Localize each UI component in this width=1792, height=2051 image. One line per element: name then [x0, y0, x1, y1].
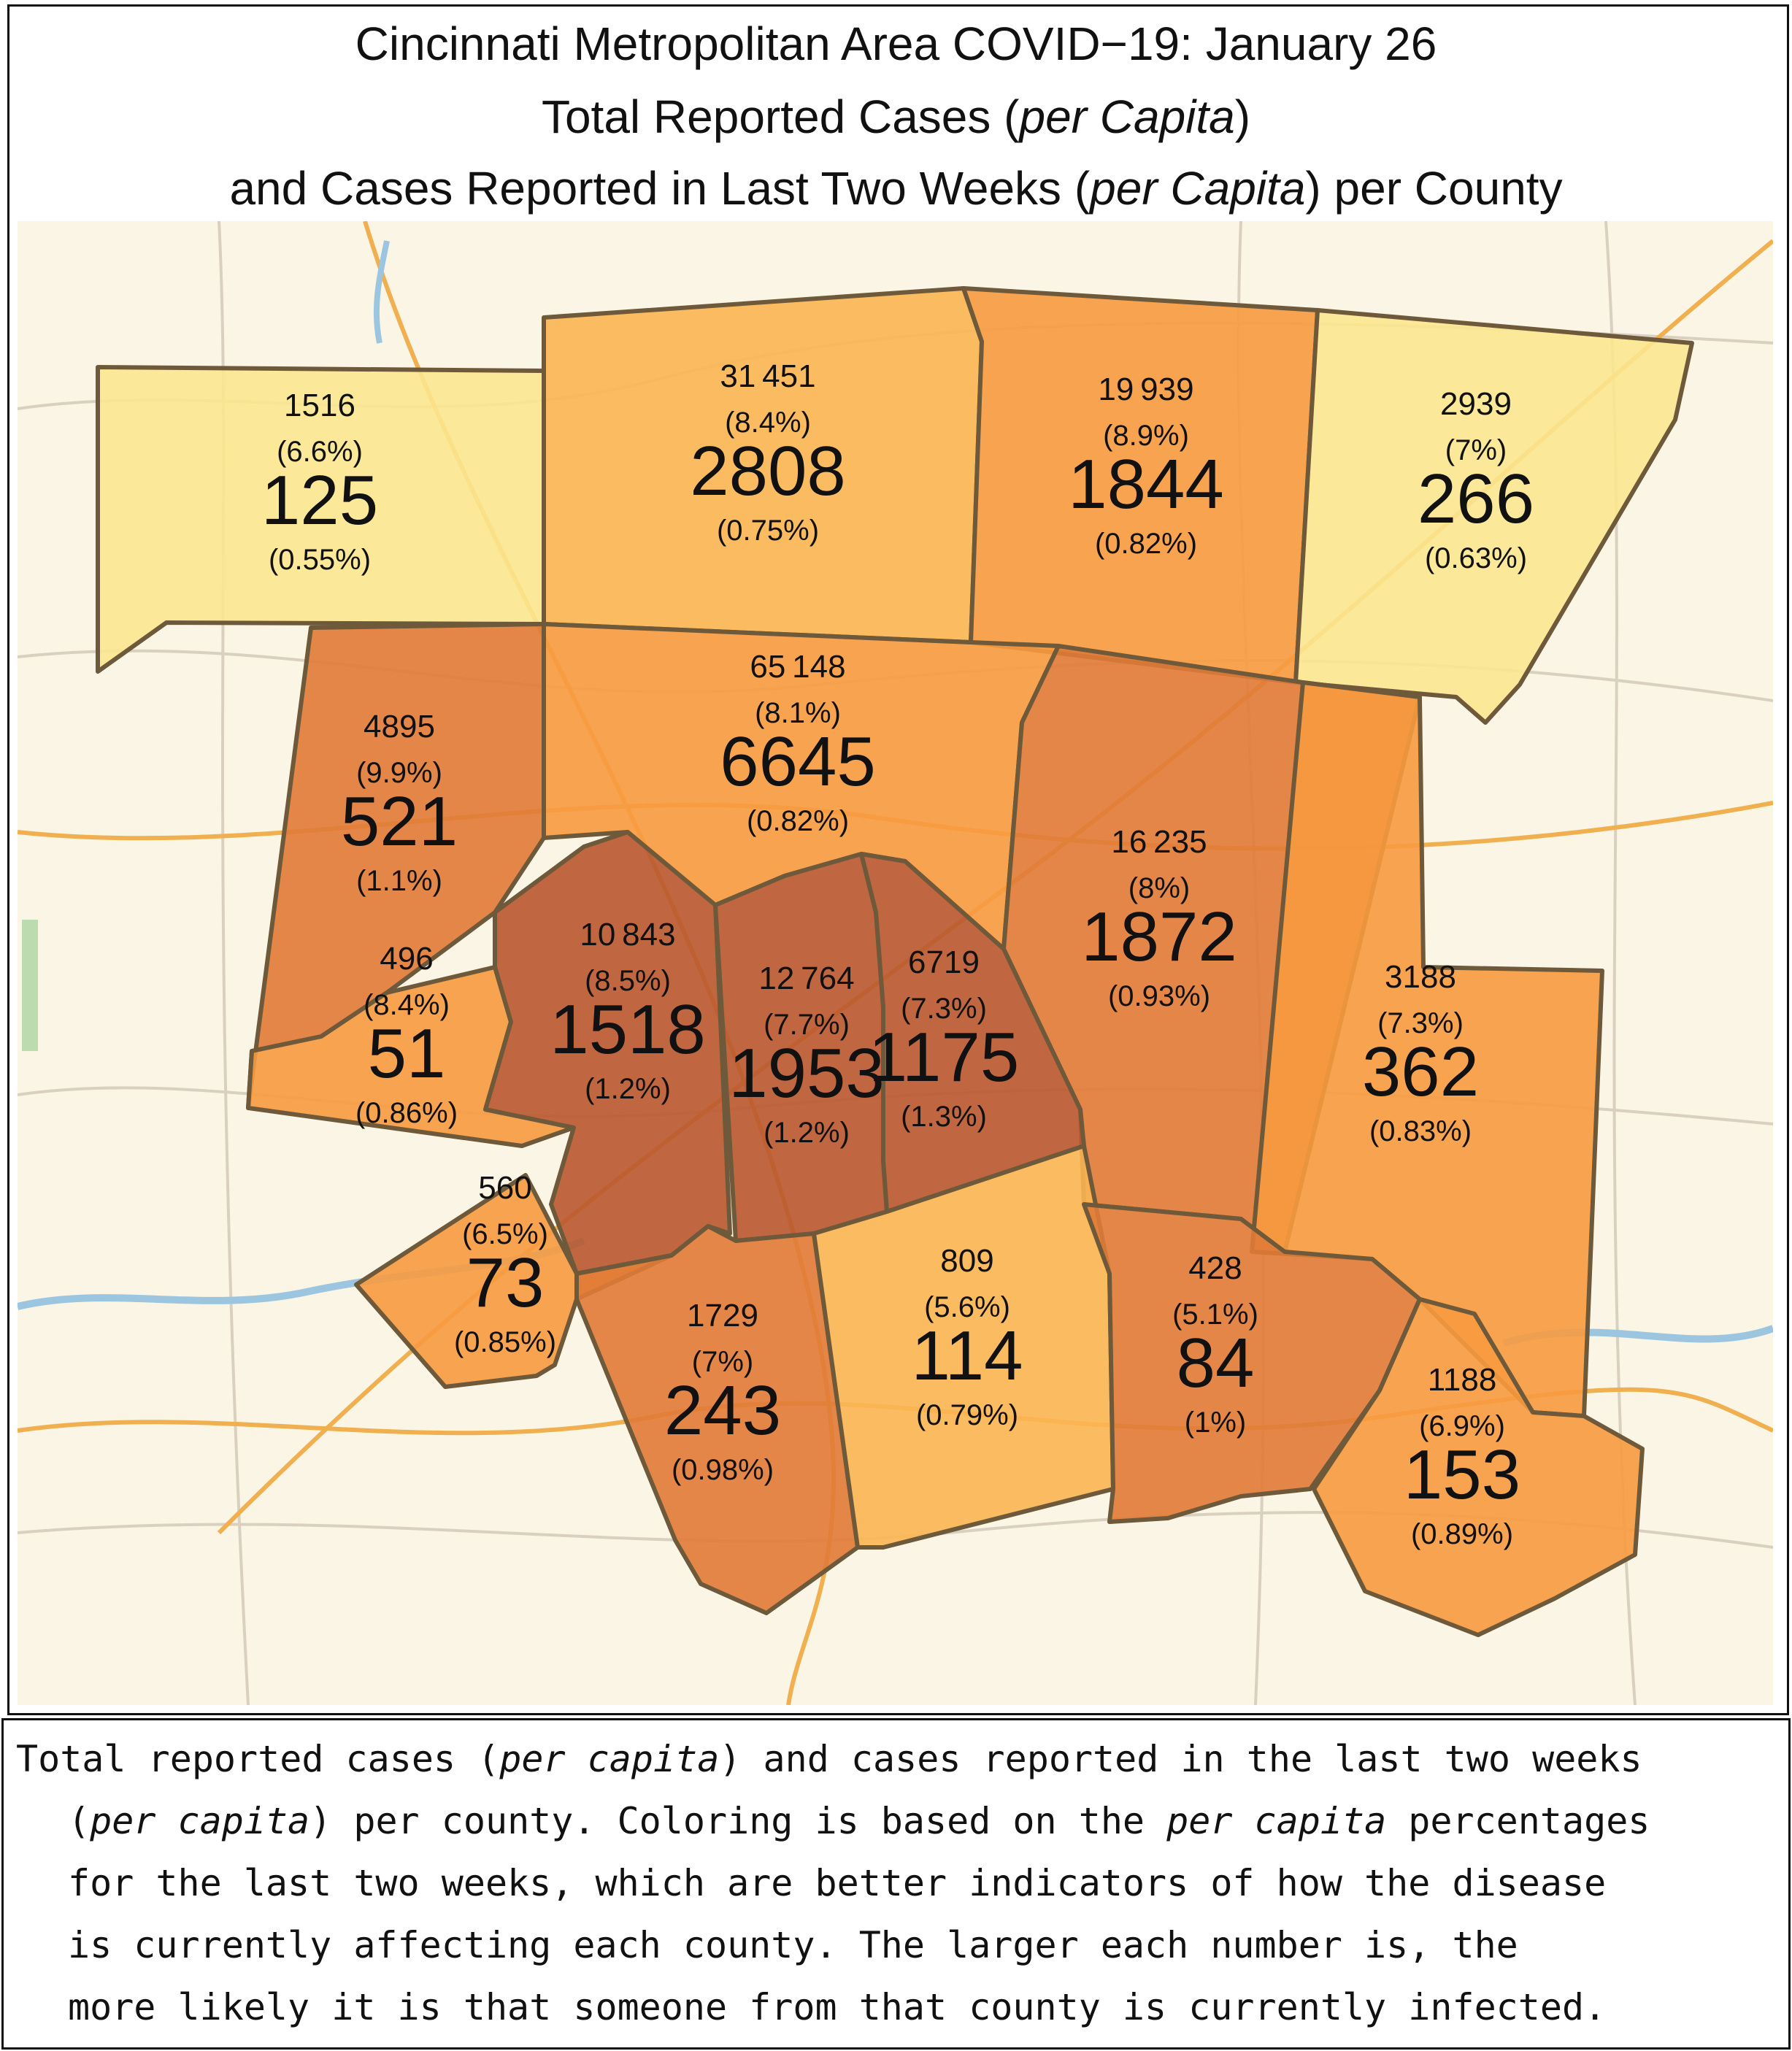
county-region[interactable]: [1082, 1202, 1422, 1524]
county-total-cases: 12 764: [758, 961, 854, 996]
county-total-cases: 6719: [908, 944, 980, 980]
county-total-pct: (7%): [1445, 434, 1507, 466]
county-total-cases: 1516: [284, 388, 355, 423]
county-total-pct: (9.9%): [356, 757, 442, 789]
county-label-group: 12 764 (7.7%)1953 (1.2%): [728, 961, 885, 1149]
county-recent-pct: (0.85%): [454, 1326, 556, 1358]
county-region[interactable]: [96, 365, 546, 674]
county-recent-cases: 51: [368, 1015, 446, 1093]
county-total-pct: (7.3%): [901, 993, 987, 1025]
county-label-group: 1188 (6.9%)153 (0.89%): [1404, 1362, 1520, 1550]
county-total-pct: (8.4%): [364, 989, 450, 1021]
county-recent-pct: (1.2%): [585, 1073, 671, 1105]
county-label-group: 496 (8.4%)51 (0.86%): [355, 941, 458, 1129]
caption-box: Total reported cases (per capita) and ca…: [1, 1718, 1791, 2050]
county-recent-pct: (0.89%): [1411, 1518, 1513, 1550]
county-label-group: 65 148 (8.1%)6645 (0.82%): [720, 649, 876, 837]
county-recent-pct: (0.82%): [1095, 528, 1197, 560]
county-total-pct: (7.7%): [764, 1009, 850, 1041]
county-label-group: 560 (6.5%)73 (0.85%): [454, 1170, 556, 1358]
county-recent-cases: 84: [1177, 1324, 1255, 1402]
county-total-pct: (6.5%): [462, 1218, 548, 1250]
caption-line-3: for the last two weeks, which are better…: [68, 1862, 1607, 1904]
county-recent-cases: 521: [341, 782, 458, 861]
county-recent-pct: (0.86%): [355, 1097, 458, 1129]
county-total-cases: 65 148: [750, 649, 845, 685]
county-total-cases: 4895: [364, 709, 435, 744]
county-recent-pct: (1.2%): [764, 1117, 850, 1149]
county-total-cases: 16 235: [1111, 824, 1207, 860]
county-recent-cases: 1872: [1081, 898, 1237, 976]
county-recent-pct: (0.79%): [916, 1399, 1018, 1431]
county-recent-pct: (1.1%): [356, 865, 442, 897]
county-recent-cases: 1953: [728, 1034, 885, 1112]
county-recent-cases: 73: [466, 1244, 545, 1322]
county-total-cases: 428: [1188, 1250, 1242, 1286]
county-label-group: 3188 (7.3%)362 (0.83%): [1362, 959, 1479, 1147]
county-label-group: 31 451 (8.4%)2808 (0.75%): [690, 358, 846, 547]
county-recent-pct: (0.63%): [1425, 542, 1527, 574]
county-recent-cases: 362: [1362, 1033, 1479, 1111]
county-total-cases: 2939: [1440, 386, 1512, 422]
county-recent-pct: (0.98%): [672, 1454, 774, 1486]
county-total-pct: (8.5%): [585, 965, 671, 997]
county-total-cases: 3188: [1385, 959, 1456, 995]
county-recent-pct: (0.93%): [1108, 980, 1210, 1012]
county-label-group: 16 235 (8%)1872 (0.93%): [1081, 824, 1237, 1012]
caption-line-5: more likely it is that someone from that…: [68, 1986, 1607, 2028]
title-line-3: and Cases Reported in Last Two Weeks (pe…: [229, 162, 1563, 215]
caption-line-1: Total reported cases (per capita) and ca…: [16, 1738, 1642, 1780]
county-total-cases: 1188: [1428, 1362, 1497, 1398]
county-total-pct: (8.1%): [755, 697, 841, 729]
county-recent-pct: (1.3%): [901, 1101, 987, 1133]
county-total-pct: (6.9%): [1419, 1410, 1505, 1442]
county-map: 1516(6.6%)125(0.55%)31 451(8.4%)2808(0.7…: [18, 221, 1773, 1705]
title-line-2: Total Reported Cases (per Capita): [541, 91, 1251, 143]
county-recent-pct: (1%): [1185, 1407, 1246, 1439]
county-total-pct: (5.1%): [1172, 1298, 1258, 1331]
county-total-pct: (8%): [1128, 872, 1190, 904]
caption-line-2: (per capita) per county. Coloring is bas…: [68, 1800, 1650, 1842]
county-recent-pct: (0.82%): [747, 805, 849, 837]
county-recent-cases: 153: [1404, 1436, 1520, 1514]
county-total-pct: (8.4%): [725, 407, 811, 439]
county-total-pct: (8.9%): [1103, 420, 1189, 452]
county-total-cases: 19 939: [1098, 372, 1193, 407]
county-recent-cases: 114: [911, 1317, 1023, 1395]
county-recent-cases: 125: [261, 461, 378, 539]
county-recent-pct: (0.83%): [1369, 1115, 1472, 1147]
county-total-cases: 31 451: [720, 358, 815, 394]
county-total-pct: (6.6%): [277, 436, 363, 468]
county-label-group: 809 (5.6%)114 (0.79%): [911, 1243, 1023, 1431]
county-label-group: 428 (5.1%)84 (1%): [1172, 1250, 1258, 1439]
county-recent-cases: 6645: [720, 723, 876, 801]
county-total-pct: (7%): [692, 1346, 753, 1378]
county-total-cases: 496: [380, 941, 433, 977]
county-label-group: 10 843 (8.5%)1518 (1.2%): [550, 917, 706, 1105]
county-label-group: 2939 (7%)266 (0.63%): [1418, 386, 1534, 574]
caption-line-4: is currently affecting each county. The …: [68, 1924, 1518, 1966]
county-total-cases: 560: [478, 1170, 531, 1206]
county-label-group: 1729 (7%)243 (0.98%): [664, 1298, 781, 1486]
county-recent-pct: (0.75%): [717, 515, 819, 547]
title-line-1: Cincinnati Metropolitan Area COVID−19: J…: [355, 18, 1437, 70]
county-region[interactable]: [1312, 1297, 1645, 1637]
county-recent-cases: 266: [1418, 460, 1534, 538]
county-label-group: 6719 (7.3%)1175 (1.3%): [869, 944, 1019, 1133]
county-total-cases: 1729: [687, 1298, 758, 1334]
county-total-pct: (5.6%): [924, 1291, 1010, 1323]
county-total-cases: 809: [940, 1243, 993, 1279]
county-recent-pct: (0.55%): [269, 544, 371, 576]
county-total-pct: (7.3%): [1377, 1007, 1464, 1039]
county-label-group: 1516 (6.6%)125 (0.55%): [261, 388, 378, 576]
county-recent-cases: 1844: [1068, 445, 1224, 523]
county-recent-cases: 1518: [550, 990, 706, 1069]
county-total-cases: 10 843: [580, 917, 675, 953]
county-label-group: 4895 (9.9%)521 (1.1%): [341, 709, 458, 897]
county-recent-cases: 243: [664, 1371, 781, 1450]
county-recent-cases: 2808: [690, 432, 846, 510]
county-recent-cases: 1175: [869, 1018, 1019, 1096]
county-label-group: 19 939 (8.9%)1844 (0.82%): [1068, 372, 1224, 560]
